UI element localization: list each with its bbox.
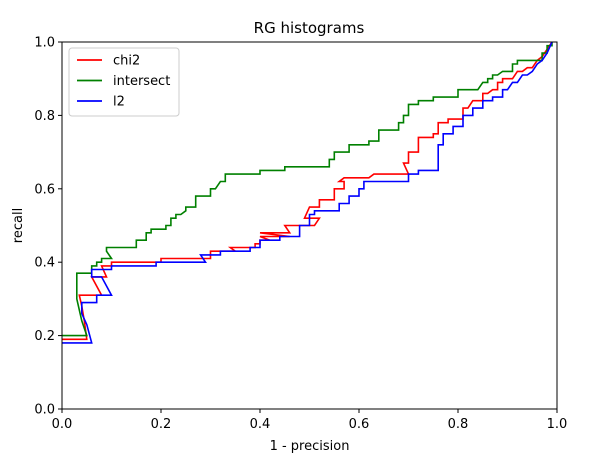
y-tick-label: 0.8: [34, 109, 55, 124]
plot-area: [62, 41, 553, 344]
series-line-l2: [62, 41, 553, 344]
x-tick-label: 1.0: [547, 417, 568, 432]
x-tick-label: 0.8: [448, 417, 469, 432]
legend: chi2 intersect l2: [68, 47, 180, 117]
series-line-chi2: [62, 41, 553, 341]
y-axis-label: recall: [11, 208, 26, 243]
x-tick-label: 0.2: [151, 417, 172, 432]
axis-ticks: 0.0 0.2 0.4 0.6 0.8 1.0 0.0 0.2 0.4 0.6 0.8 1.0: [34, 36, 567, 433]
legend-box: [68, 47, 180, 117]
series-line-intersect: [62, 42, 553, 337]
y-tick-label: 0.0: [34, 403, 55, 418]
y-tick-label: 0.2: [34, 329, 55, 344]
x-tick-label: 0.0: [52, 417, 73, 432]
y-tick-label: 0.4: [34, 256, 55, 271]
legend-label-chi2: chi2: [113, 54, 140, 69]
x-axis-label: 1 - precision: [270, 439, 350, 454]
x-tick-label: 0.4: [250, 417, 271, 432]
chart-title: RG histograms: [254, 19, 365, 37]
legend-label-l2: l2: [113, 95, 125, 110]
y-tick-label: 1.0: [34, 36, 55, 51]
legend-label-intersect: intersect: [113, 74, 170, 89]
y-tick-label: 0.6: [34, 182, 55, 197]
plot-frame: [61, 41, 558, 410]
x-tick-label: 0.6: [349, 417, 370, 432]
